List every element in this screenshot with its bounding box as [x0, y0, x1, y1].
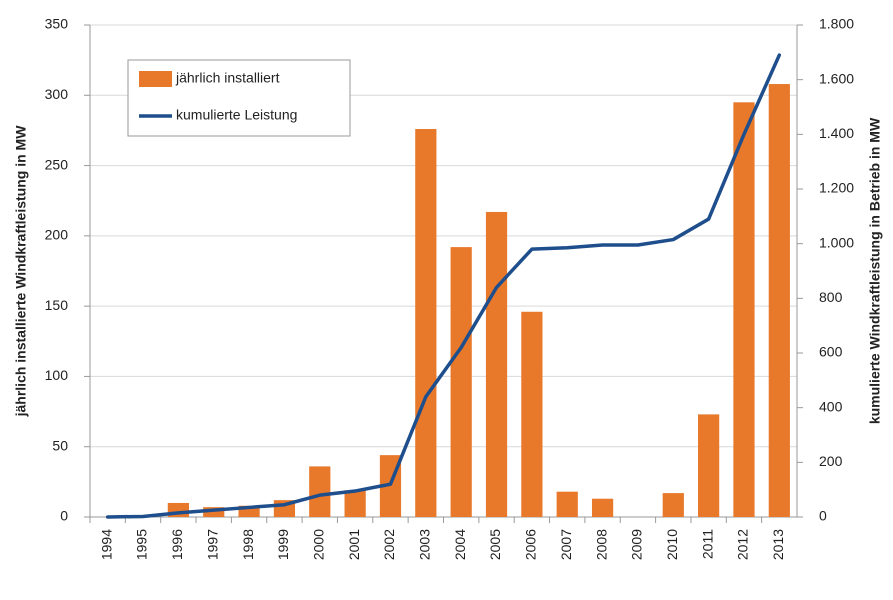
x-tick-label: 2013	[770, 529, 786, 560]
y-tick-label: 350	[45, 16, 69, 32]
y2-tick-label: 400	[819, 398, 843, 414]
legend-label: kumulierte Leistung	[176, 107, 297, 123]
x-tick-label: 2004	[452, 529, 468, 560]
bar	[591, 498, 614, 517]
x-tick-label: 2002	[381, 529, 397, 560]
y2-tick-label: 800	[819, 289, 843, 305]
bar	[521, 311, 543, 517]
x-tick-label: 2009	[629, 529, 645, 560]
x-tick-label: 2001	[346, 529, 362, 560]
x-tick-label: 2010	[664, 529, 680, 560]
y2-tick-label: 1.000	[819, 234, 854, 250]
y2-tick-label: 0	[819, 508, 827, 524]
y-tick-label: 300	[45, 86, 69, 102]
y-tick-label: 150	[45, 297, 69, 313]
bar	[556, 491, 578, 517]
x-tick-label: 1997	[204, 529, 220, 560]
y-tick-label: 100	[45, 367, 69, 383]
y2-tick-label: 1.200	[819, 180, 854, 196]
legend-label: jährlich installiert	[175, 70, 280, 86]
bar	[450, 247, 472, 518]
x-tick-label: 2012	[735, 529, 751, 560]
y-tick-label: 50	[52, 437, 68, 453]
legend: jährlich installiert kumulierte Leistung	[127, 59, 351, 137]
x-tick-label: 2005	[487, 529, 503, 560]
bar	[485, 211, 508, 517]
y-tick-label: 250	[45, 156, 69, 172]
bar	[238, 505, 260, 517]
x-tick-label: 2007	[558, 529, 574, 560]
legend-swatch	[139, 71, 172, 87]
y-axis-title: jährlich installierte Windkraftleistung …	[13, 125, 29, 418]
bar	[415, 129, 437, 517]
bar	[768, 84, 790, 517]
y2-tick-label: 600	[819, 344, 843, 360]
bar	[698, 414, 720, 517]
y2-tick-label: 1.600	[819, 70, 854, 86]
y2-tick-label: 1.800	[819, 16, 854, 32]
bar	[309, 466, 331, 517]
x-tick-label: 1999	[275, 529, 291, 560]
bar	[203, 507, 225, 517]
x-tick-label: 2011	[699, 529, 715, 559]
bar	[733, 102, 755, 518]
x-tick-label: 1995	[134, 529, 150, 560]
y-tick-label: 200	[45, 227, 69, 243]
x-tick-label: 1994	[98, 529, 114, 560]
x-tick-label: 2006	[523, 529, 539, 560]
x-tick-label: 2000	[310, 529, 326, 560]
x-tick-label: 1996	[169, 529, 185, 560]
bar	[662, 493, 684, 517]
y2-tick-label: 200	[819, 453, 843, 469]
bar	[344, 490, 366, 517]
x-tick-label: 2003	[417, 529, 433, 560]
y-tick-label: 0	[60, 508, 68, 524]
line-series	[105, 53, 782, 519]
y2-tick-label: 1.400	[819, 125, 854, 141]
y2-axis-title: kumulierte Windkraftleistung in Betrieb …	[867, 117, 883, 424]
x-tick-label: 2008	[593, 529, 609, 560]
x-tick-label: 1998	[240, 529, 256, 560]
